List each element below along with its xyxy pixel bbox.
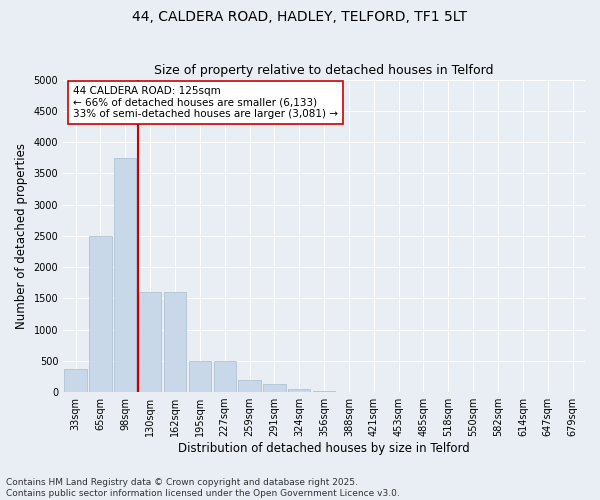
X-axis label: Distribution of detached houses by size in Telford: Distribution of detached houses by size … <box>178 442 470 455</box>
Bar <box>288 389 310 392</box>
Bar <box>64 369 87 392</box>
Text: 44, CALDERA ROAD, HADLEY, TELFORD, TF1 5LT: 44, CALDERA ROAD, HADLEY, TELFORD, TF1 5… <box>133 10 467 24</box>
Title: Size of property relative to detached houses in Telford: Size of property relative to detached ho… <box>154 64 494 77</box>
Bar <box>188 361 211 392</box>
Bar <box>263 384 286 392</box>
Text: Contains HM Land Registry data © Crown copyright and database right 2025.
Contai: Contains HM Land Registry data © Crown c… <box>6 478 400 498</box>
Y-axis label: Number of detached properties: Number of detached properties <box>15 143 28 329</box>
Bar <box>238 380 261 392</box>
Text: 44 CALDERA ROAD: 125sqm
← 66% of detached houses are smaller (6,133)
33% of semi: 44 CALDERA ROAD: 125sqm ← 66% of detache… <box>73 86 338 119</box>
Bar <box>214 361 236 392</box>
Bar <box>89 236 112 392</box>
Bar <box>164 292 186 392</box>
Bar <box>114 158 136 392</box>
Bar <box>139 292 161 392</box>
